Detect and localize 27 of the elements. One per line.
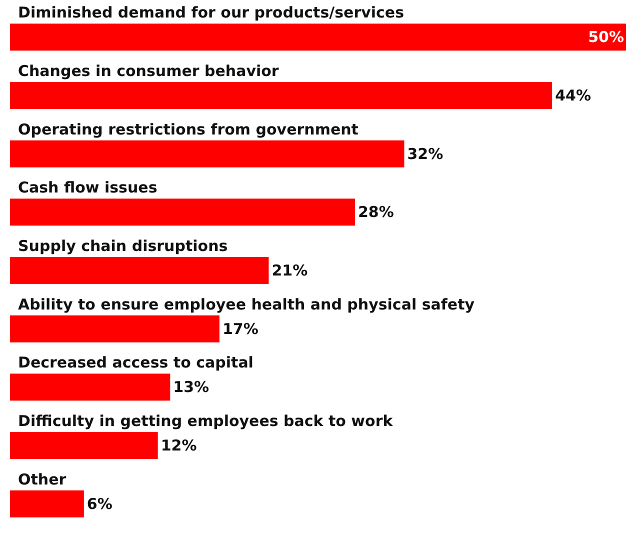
data-label: 21% <box>272 262 308 280</box>
bar <box>10 432 158 459</box>
bar <box>10 140 404 168</box>
y-tick-label: Decreased access to capital <box>18 354 254 372</box>
y-tick-label: Difficulty in getting employees back to work <box>18 412 394 430</box>
y-tick-label: Operating restrictions from government <box>18 120 358 138</box>
bar <box>10 82 552 109</box>
data-label: 44% <box>555 86 591 104</box>
data-label: 28% <box>358 203 394 222</box>
y-tick-label: Cash flow issues <box>18 178 158 197</box>
data-label: 6% <box>86 494 112 513</box>
bar <box>10 374 170 401</box>
bar <box>10 315 220 342</box>
y-tick-label: Other <box>18 470 67 488</box>
data-label: 32% <box>407 144 444 163</box>
bar <box>10 24 626 51</box>
y-tick-label: Changes in consumer behavior <box>18 62 280 80</box>
data-label: 17% <box>222 320 258 338</box>
bar <box>10 257 269 284</box>
y-tick-label: Supply chain disruptions <box>18 237 228 255</box>
data-label: 12% <box>160 436 197 454</box>
data-label: 50% <box>588 28 624 46</box>
y-tick-label: Diminished demand for our products/services <box>18 4 404 22</box>
data-label: 13% <box>173 378 210 396</box>
bar <box>10 490 84 518</box>
y-tick-label: Ability to ensure employee health and physical safety <box>18 295 475 314</box>
bar <box>10 198 355 226</box>
